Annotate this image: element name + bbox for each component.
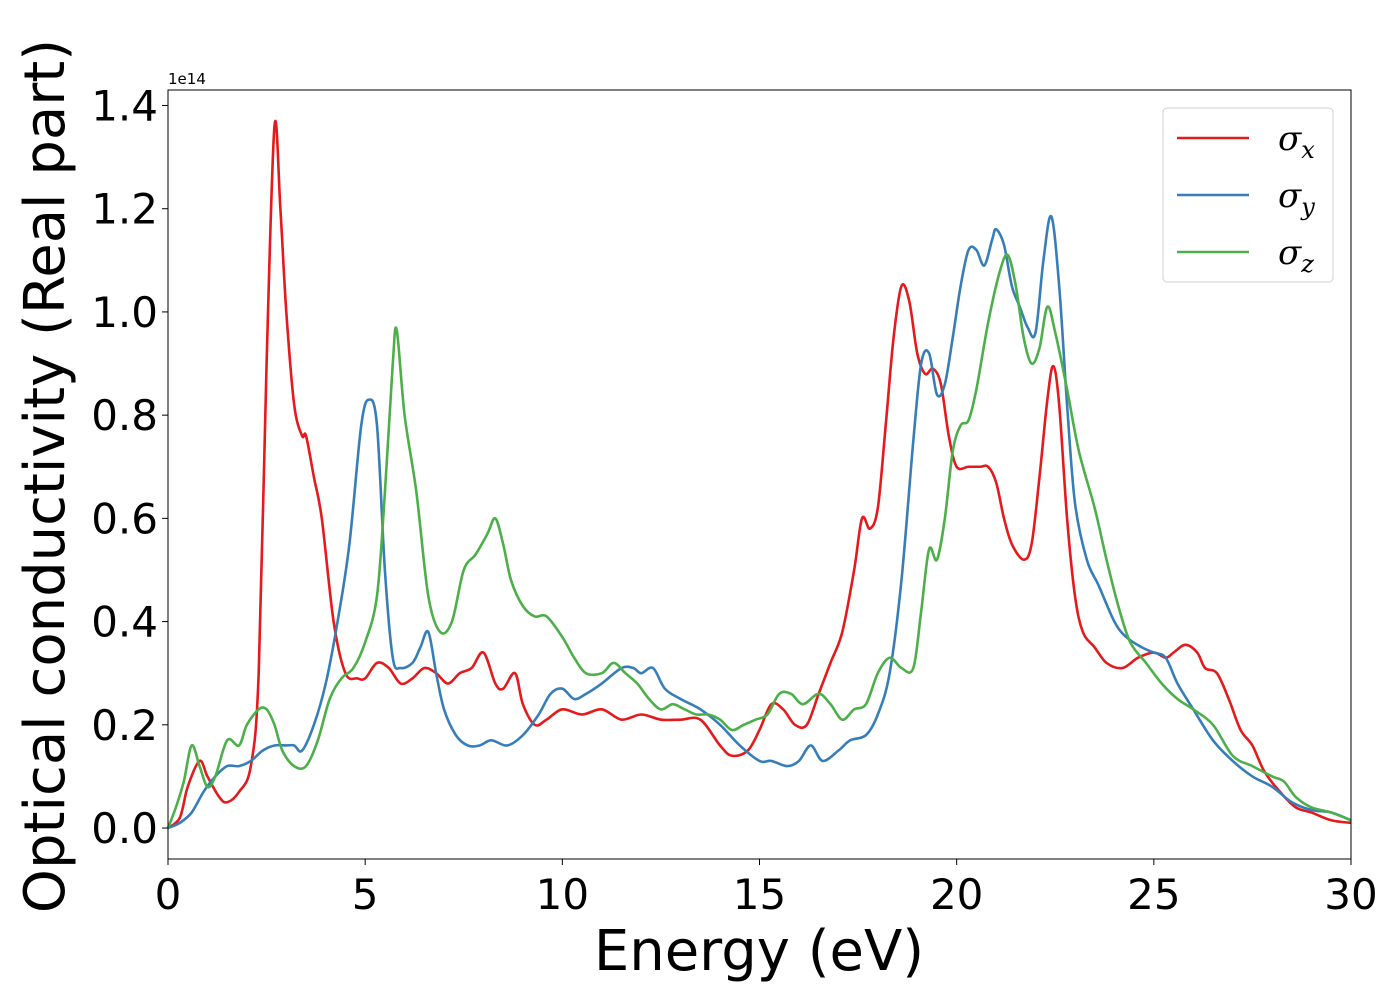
y-tick-label: 1.0 (91, 288, 158, 337)
x-tick-label: 5 (352, 870, 379, 919)
y-tick-label: 0.4 (91, 598, 158, 647)
y-tick-label: 0.0 (91, 804, 158, 853)
y-offset-text: 1e14 (168, 70, 206, 88)
series-layer (166, 119, 1352, 830)
y-tick-label: 0.8 (91, 391, 158, 440)
y-tick-label: 1.4 (91, 81, 158, 130)
y-tick-label: 1.2 (91, 185, 158, 234)
series-line-z (166, 253, 1352, 829)
series-line-y (167, 215, 1352, 830)
x-tick-label: 15 (733, 870, 786, 919)
y-axis-title: Optical conductivity (Real part) (13, 39, 78, 913)
x-tick-label: 20 (930, 870, 983, 919)
x-tick-label: 30 (1324, 870, 1377, 919)
y-axis: 0.0 0.2 0.4 0.6 0.8 1.0 1.2 1.4 (91, 81, 168, 853)
series-line-x (167, 119, 1352, 830)
x-tick-label: 0 (155, 870, 182, 919)
x-axis: 0 5 10 15 20 25 30 (155, 859, 1378, 919)
y-tick-label: 0.2 (91, 701, 158, 750)
x-tick-label: 25 (1127, 870, 1180, 919)
x-tick-label: 10 (536, 870, 589, 919)
x-axis-title: Energy (eV) (594, 919, 924, 984)
y-tick-label: 0.6 (91, 494, 158, 543)
